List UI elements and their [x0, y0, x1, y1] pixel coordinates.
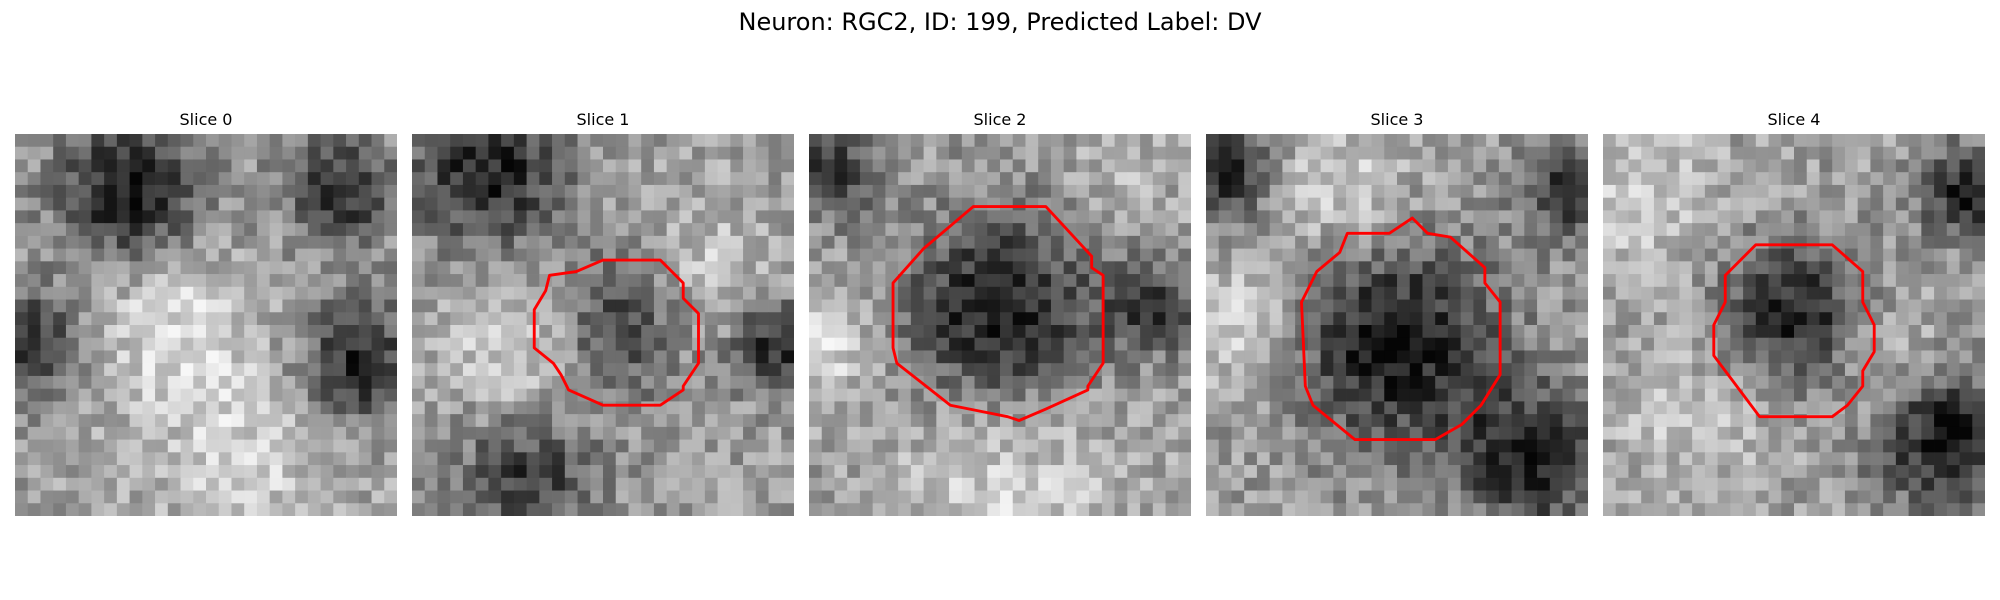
slice-2-image [809, 134, 1191, 516]
figure-title: Neuron: RGC2, ID: 199, Predicted Label: … [738, 8, 1262, 36]
segmentation-outline [891, 205, 1105, 422]
slice-0-title: Slice 0 [179, 110, 233, 129]
slice-2-title: Slice 2 [973, 110, 1027, 129]
slice-3-image [1206, 134, 1588, 516]
slice-1-image [412, 134, 794, 516]
segmentation-outline [1300, 216, 1502, 442]
segmentation-outline [532, 258, 700, 407]
slice-3-title: Slice 3 [1370, 110, 1424, 129]
slice-0-image [15, 134, 397, 516]
slice-4-image [1603, 134, 1985, 516]
segmentation-outline [1712, 243, 1876, 419]
slice-1-title: Slice 1 [576, 110, 630, 129]
slice-4-title: Slice 4 [1767, 110, 1821, 129]
